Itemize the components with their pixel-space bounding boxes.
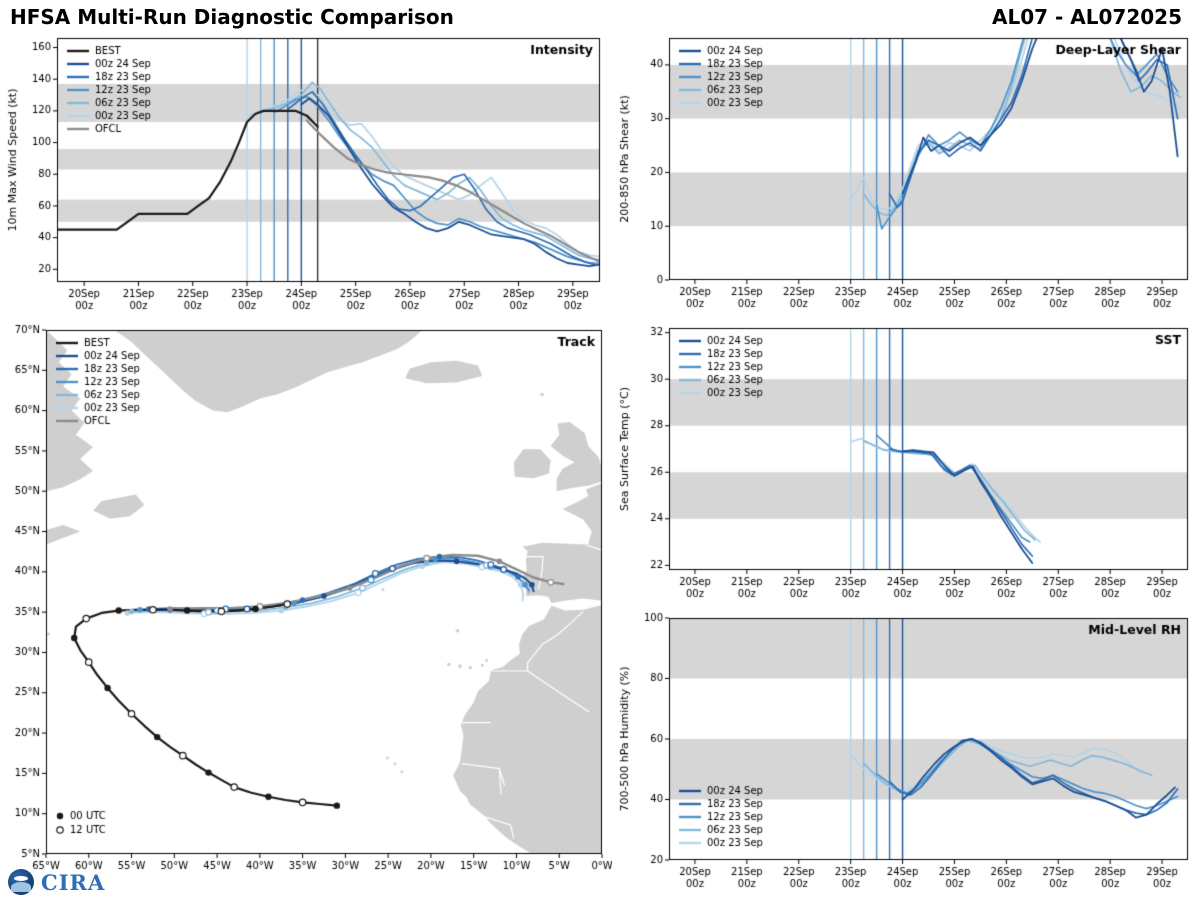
page-title: HFSA Multi-Run Diagnostic Comparison (10, 5, 454, 29)
storm-id: AL07 - AL072025 (992, 5, 1182, 29)
cira-logo: CIRA (41, 869, 106, 895)
logo-area: CIRA (8, 868, 105, 896)
track-map (0, 322, 612, 900)
header: HFSA Multi-Run Diagnostic Comparison AL0… (0, 0, 1200, 32)
sst-chart (612, 320, 1200, 610)
noaa-logo-icon (8, 869, 34, 895)
shear-chart (612, 30, 1200, 320)
intensity-chart (0, 30, 612, 322)
rh-chart (612, 610, 1200, 900)
